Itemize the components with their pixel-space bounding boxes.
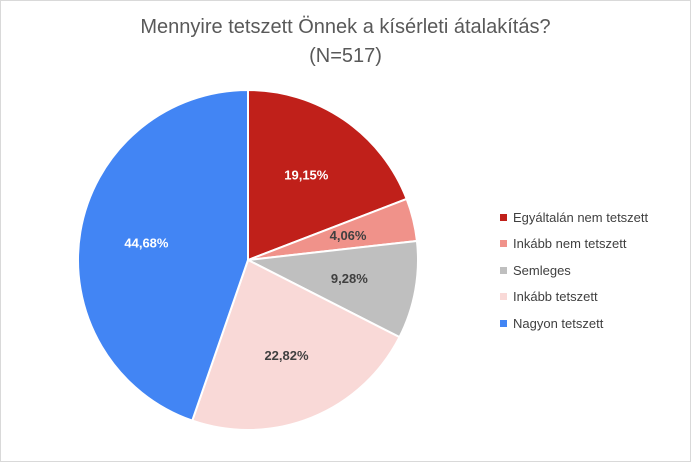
legend-item-4: Inkább tetszett [500, 284, 648, 311]
chart-title: Mennyire tetszett Önnek a kísérleti átal… [140, 16, 551, 38]
legend-item-3: Semleges [500, 257, 648, 284]
legend-swatch [500, 213, 507, 221]
legend-swatch [500, 319, 507, 327]
legend-label: Inkább nem tetszett [513, 236, 627, 252]
chart-subtitle: (N=517) [309, 45, 382, 67]
data-label-3: 9,28% [331, 271, 368, 286]
legend-swatch [500, 293, 507, 301]
legend-swatch [500, 240, 507, 248]
pie-slice-3 [244, 239, 419, 339]
legend-item-2: Inkább nem tetszett [500, 231, 648, 258]
data-label-4: 22,82% [264, 348, 309, 363]
legend-item-1: Egyáltalán nem tetszett [500, 204, 648, 231]
legend-item-5: Nagyon tetszett [500, 310, 648, 337]
data-label-5: 44,68% [124, 235, 169, 250]
pie-slice-1 [247, 88, 408, 262]
legend-swatch [500, 266, 507, 274]
legend-label: Egyáltalán nem tetszett [513, 209, 649, 225]
chart-legend: Egyáltalán nem tetszett Inkább nem tetsze… [500, 204, 648, 337]
pie-slice-4 [190, 258, 401, 431]
pie-slice-5 [77, 88, 249, 422]
legend-label: Nagyon tetszett [513, 315, 604, 331]
data-label-2: 4,06% [330, 228, 367, 243]
legend-label: Semleges [513, 262, 571, 278]
legend-label: Inkább tetszett [513, 289, 598, 305]
data-label-1: 19,15% [284, 168, 329, 183]
